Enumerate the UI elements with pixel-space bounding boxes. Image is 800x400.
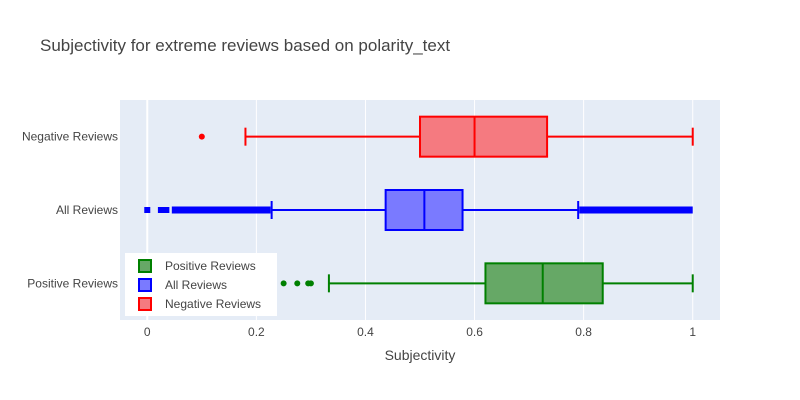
legend-swatch	[138, 278, 152, 292]
legend-item-all-reviews[interactable]: All Reviews	[138, 278, 227, 292]
x-tick-labels: 0 0.2 0.4 0.6 0.8 1	[144, 325, 696, 339]
x-tick-label: 0.4	[357, 325, 374, 339]
x-tick-label: 0.8	[575, 325, 592, 339]
x-tick-label: 0.6	[466, 325, 483, 339]
legend-item-negative-reviews[interactable]: Negative Reviews	[138, 297, 261, 311]
legend-swatch	[138, 259, 152, 273]
x-tick-label: 1	[689, 325, 696, 339]
legend-label: All Reviews	[165, 278, 227, 292]
legend-swatch	[138, 297, 152, 311]
outlier-point	[294, 280, 301, 287]
x-tick-label: 0.2	[248, 325, 265, 339]
x-tick-label: 0	[144, 325, 151, 339]
outlier-band-low	[171, 206, 271, 214]
y-tick-label: Positive Reviews	[27, 276, 118, 290]
legend-label: Negative Reviews	[165, 297, 261, 311]
y-tick-label: Negative Reviews	[22, 130, 118, 144]
y-tick-labels: Positive Reviews All Reviews Negative Revi…	[22, 130, 118, 291]
box-all-reviews	[144, 189, 693, 231]
box-iqr	[419, 115, 549, 158]
outlier-point	[307, 280, 314, 287]
box-layer	[144, 115, 694, 305]
legend[interactable]: Positive Reviews All Reviews Negative Revi…	[125, 253, 277, 316]
legend-label: Positive Reviews	[165, 259, 256, 273]
box-positive-reviews	[280, 262, 694, 305]
legend-item-positive-reviews[interactable]: Positive Reviews	[138, 259, 256, 273]
outlier-point	[280, 280, 287, 287]
box-iqr	[484, 262, 604, 305]
chart-title: Subjectivity for extreme reviews based o…	[40, 36, 450, 55]
box-negative-reviews	[198, 115, 694, 158]
x-axis-title: Subjectivity	[385, 347, 456, 363]
outlier-point	[144, 207, 151, 213]
outlier-point	[163, 207, 170, 213]
y-tick-label: All Reviews	[56, 203, 118, 217]
outlier-point	[198, 133, 205, 140]
outlier-band-high	[579, 206, 693, 214]
